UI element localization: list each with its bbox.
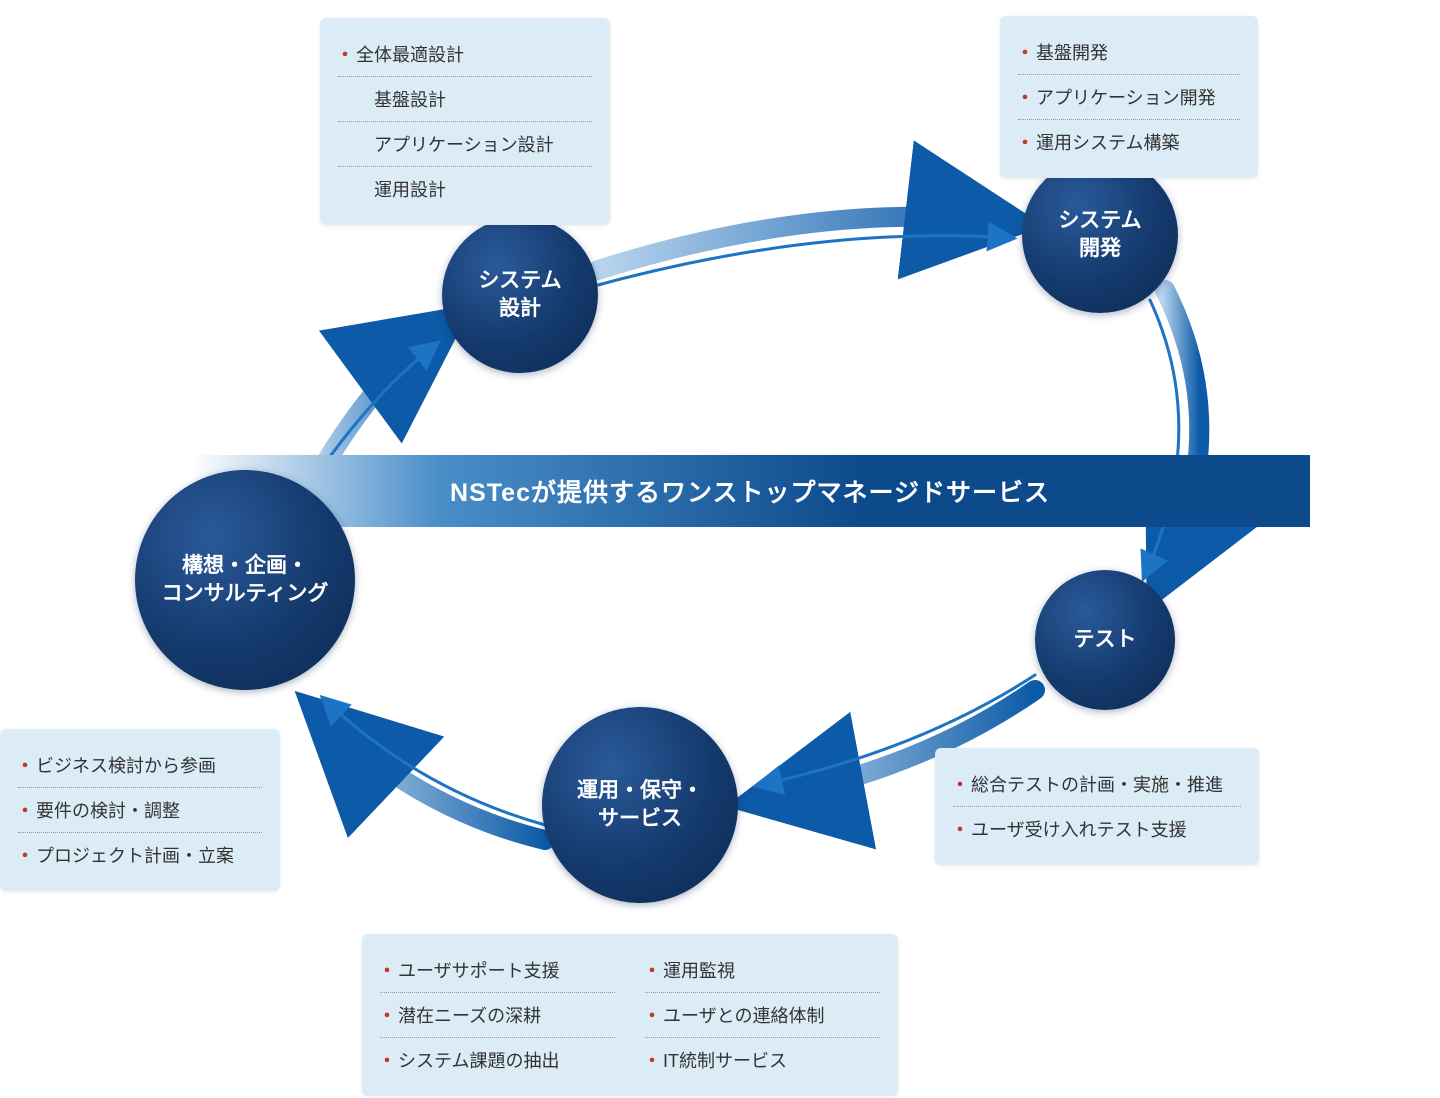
- list-item: 総合テストの計画・実施・推進: [953, 762, 1241, 807]
- list-item: IT統制サービス: [645, 1038, 880, 1082]
- info-box-test: 総合テストの計画・実施・推進ユーザ受け入れテスト支援: [935, 748, 1259, 865]
- node-label: 運用・保守・サービス: [577, 777, 703, 834]
- list-item: 要件の検討・調整: [18, 788, 262, 833]
- list-item: 基盤開発: [1018, 30, 1240, 75]
- node-label: テスト: [1074, 626, 1137, 654]
- info-box-planning: ビジネス検討から参画要件の検討・調整プロジェクト計画・立案: [0, 729, 280, 891]
- flow-arrow-design-dev: [598, 217, 1010, 270]
- node-test: テスト: [1035, 570, 1175, 710]
- node-label: システム設計: [478, 267, 561, 324]
- info-list: 総合テストの計画・実施・推進ユーザ受け入れテスト支援: [953, 762, 1241, 851]
- info-list: ビジネス検討から参画要件の検討・調整プロジェクト計画・立案: [18, 743, 262, 877]
- list-item: ユーザサポート支援: [380, 948, 615, 993]
- list-item: ビジネス検討から参画: [18, 743, 262, 788]
- list-item: 基盤設計: [338, 77, 592, 122]
- center-banner: NSTecが提供するワンストップマネージドサービス: [190, 455, 1310, 527]
- flow-arrow-ops-planning: [320, 715, 545, 840]
- info-list: ユーザサポート支援運用監視潜在ニーズの深耕ユーザとの連絡体制システム課題の抽出 I…: [380, 948, 880, 1082]
- flow-arrow-thin-ops-planning: [325, 700, 545, 825]
- node-ops: 運用・保守・サービス: [542, 707, 738, 903]
- list-item: 運用設計: [338, 167, 592, 211]
- flow-arrow-thin-dev-test: [1145, 300, 1179, 575]
- list-item: 運用監視: [645, 948, 880, 993]
- info-box-ops: ユーザサポート支援運用監視潜在ニーズの深耕ユーザとの連絡体制システム課題の抽出 I…: [362, 934, 898, 1096]
- node-label: システム開発: [1058, 207, 1141, 264]
- flow-arrow-dev-test: [1162, 290, 1199, 580]
- node-planning: 構想・企画・コンサルティング: [135, 470, 355, 690]
- list-item: アプリケーション設計: [338, 122, 592, 167]
- list-item: ユーザ受け入れテスト支援: [953, 807, 1241, 851]
- list-item: 潜在ニーズの深耕: [380, 993, 615, 1038]
- diagram-canvas: NSTecが提供するワンストップマネージドサービス 構想・企画・コンサルティング…: [0, 0, 1440, 1098]
- banner-text: NSTecが提供するワンストップマネージドサービス: [450, 473, 1050, 509]
- info-box-design: 全体最適設計基盤設計アプリケーション設計運用設計: [320, 18, 610, 225]
- list-item: アプリケーション開発: [1018, 75, 1240, 120]
- info-box-dev: 基盤開発アプリケーション開発運用システム構築: [1000, 16, 1258, 178]
- info-list: 全体最適設計基盤設計アプリケーション設計運用設計: [338, 32, 592, 211]
- list-item: プロジェクト計画・立案: [18, 833, 262, 877]
- list-item: 運用システム構築: [1018, 120, 1240, 164]
- flow-arrow-thin-design-dev: [598, 236, 1010, 285]
- node-label: 構想・企画・コンサルティング: [162, 552, 329, 609]
- list-item: システム課題の抽出: [380, 1038, 615, 1082]
- list-item: ユーザとの連絡体制: [645, 993, 880, 1038]
- node-design: システム設計: [442, 217, 598, 373]
- node-dev: システム開発: [1022, 157, 1178, 313]
- info-list: 基盤開発アプリケーション開発運用システム構築: [1018, 30, 1240, 164]
- list-item: 全体最適設計: [338, 32, 592, 77]
